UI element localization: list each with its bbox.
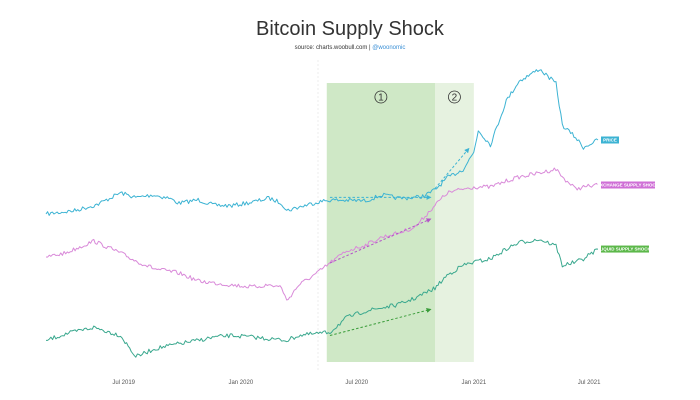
series-label-tag-2 bbox=[601, 181, 655, 189]
series-label-2: EXCHANGE SUPPLY SHOCK bbox=[597, 183, 660, 188]
trend-arrow-4 bbox=[329, 308, 432, 337]
chart-title: Bitcoin Supply Shock bbox=[256, 18, 444, 40]
shock-zone-2 bbox=[435, 83, 474, 362]
source-text: source: charts.woobull.com | bbox=[294, 45, 373, 51]
x-tick-label: Jul 2021 bbox=[578, 380, 601, 386]
zone-marker-2 bbox=[448, 90, 461, 104]
x-tick-label: Jul 2020 bbox=[345, 380, 368, 386]
zone-number-1: 1 bbox=[378, 93, 384, 104]
zone-number-2: 2 bbox=[452, 93, 458, 104]
x-tick-label: Jul 2019 bbox=[112, 380, 135, 386]
chart-source: source: charts.woobull.com | @woonomic bbox=[0, 45, 700, 51]
shock-zone-1 bbox=[326, 83, 436, 362]
x-tick-label: Jan 2021 bbox=[461, 380, 486, 386]
series-line-3 bbox=[46, 238, 599, 358]
series-label-1: PRICE bbox=[603, 138, 617, 143]
series-label-tag-1 bbox=[601, 136, 619, 144]
series-line-1 bbox=[45, 69, 599, 216]
source-handle-link[interactable]: @woonomic bbox=[372, 45, 406, 51]
series-line-2 bbox=[45, 167, 599, 301]
trend-arrow-3 bbox=[329, 218, 432, 264]
series-label-tag-3 bbox=[601, 245, 649, 253]
x-tick-label: Jan 2020 bbox=[228, 380, 253, 386]
series-label-3: LIQUID SUPPLY SHOCK bbox=[599, 247, 651, 252]
zone-marker-1 bbox=[374, 90, 388, 104]
